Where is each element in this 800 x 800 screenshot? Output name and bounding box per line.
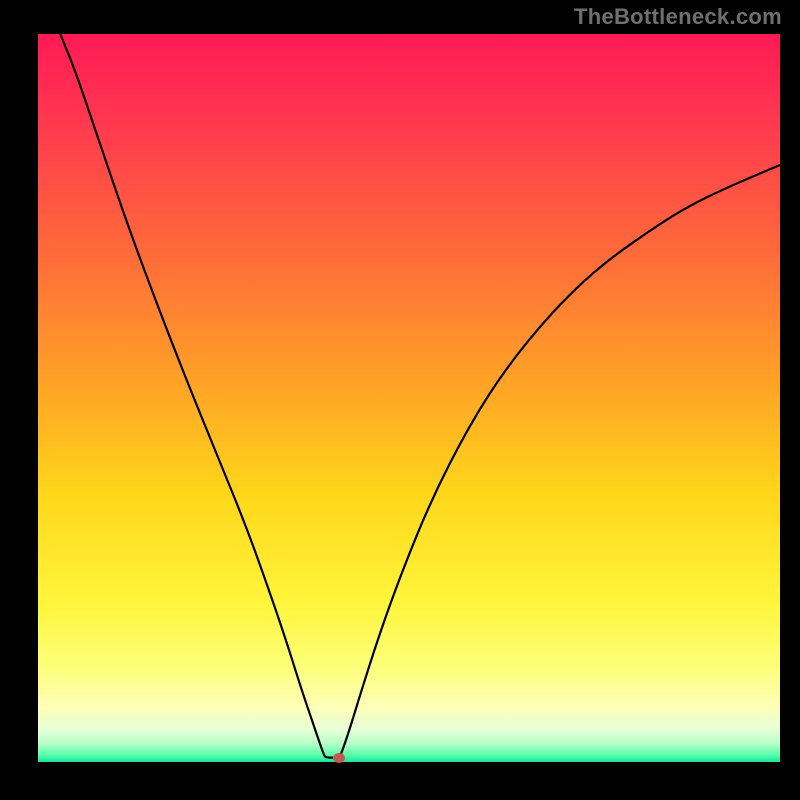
watermark-text: TheBottleneck.com — [574, 4, 782, 30]
curve-svg — [38, 34, 780, 762]
bottleneck-curve — [60, 34, 780, 758]
optimum-marker — [333, 753, 345, 763]
plot-area — [38, 34, 780, 762]
chart-container: TheBottleneck.com — [0, 0, 800, 800]
